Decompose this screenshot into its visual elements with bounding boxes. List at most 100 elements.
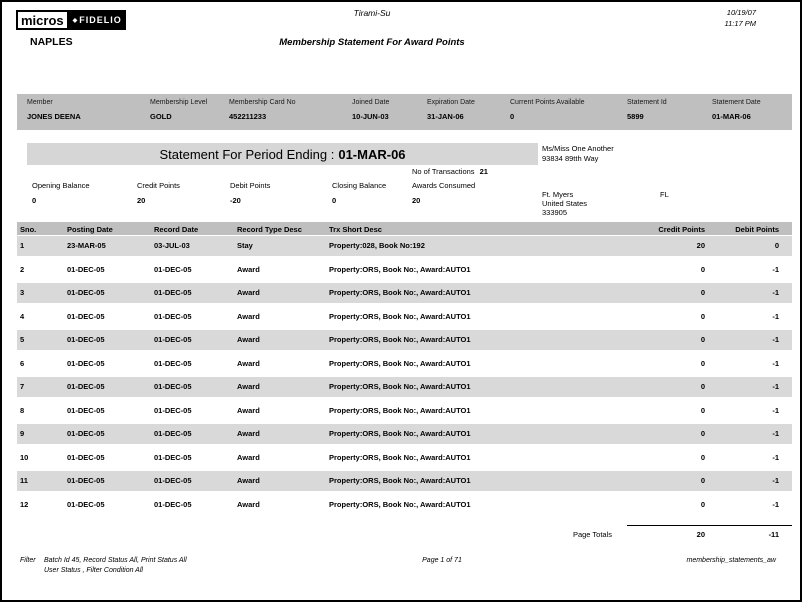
page-totals-debit: -11 — [768, 530, 779, 539]
cell-record-type: Award — [237, 382, 260, 391]
cell-record-date: 01-DEC-05 — [154, 382, 192, 391]
summary-item: Closing Balance 0 — [332, 181, 386, 205]
summary-label: Opening Balance — [32, 181, 90, 190]
property-location: NAPLES — [30, 36, 73, 48]
totals-rule — [627, 525, 792, 526]
column-header: Record Date — [154, 225, 199, 234]
member-field: Membership Level GOLD — [150, 94, 229, 130]
cell-record-date: 03-JUL-03 — [154, 241, 190, 250]
table-row: 10 01-DEC-05 01-DEC-05 Award Property:ORS, B… — [17, 448, 792, 468]
member-field: Statement Id 5899 — [627, 94, 712, 130]
page-number: Page 1 of 71 — [422, 557, 462, 564]
print-date: 10/19/07 — [726, 8, 756, 17]
member-field-label: Membership Level — [150, 99, 208, 106]
transactions-label: No of Transactions — [412, 167, 475, 176]
page-totals-credit: 20 — [696, 530, 705, 539]
member-field-label: Statement Date — [712, 99, 761, 106]
member-field: Current Points Available 0 — [510, 94, 627, 130]
micros-logo-text: micros — [16, 10, 69, 30]
cell-debit-points: -1 — [772, 335, 779, 344]
summary-item: Credit Points 20 — [137, 181, 180, 205]
address-state: FL — [660, 190, 669, 199]
member-info-band: Member JONES DEENA Membership Level GOLD Mem… — [17, 94, 792, 130]
table-header-row: Sno. Posting Date Record Date Record Type D… — [17, 222, 792, 235]
table-row: 1 23-MAR-05 03-JUL-03 Stay Property:028, Boo… — [17, 236, 792, 256]
cell-debit-points: -1 — [772, 288, 779, 297]
cell-debit-points: -1 — [772, 429, 779, 438]
summary-label: Credit Points — [137, 181, 180, 190]
cell-record-date: 01-DEC-05 — [154, 452, 192, 462]
cell-record-type: Award — [237, 264, 260, 274]
cell-credit-points: 0 — [700, 288, 705, 297]
cell-posting-date: 01-DEC-05 — [67, 499, 105, 509]
cell-trx-desc: Property:ORS, Book No:, Award:AUTO1 — [329, 335, 471, 344]
cell-credit-points: 0 — [700, 476, 705, 485]
cell-sno: 2 — [20, 264, 25, 274]
cell-trx-desc: Property:ORS, Book No:, Award:AUTO1 — [329, 311, 471, 321]
cell-posting-date: 01-DEC-05 — [67, 311, 105, 321]
member-field-value: 01-MAR-06 — [712, 112, 751, 121]
header-titles: Tirami-Su Membership Statement For Award… — [2, 8, 742, 48]
column-header: Trx Short Desc — [329, 225, 382, 234]
cell-record-date: 01-DEC-05 — [154, 405, 192, 415]
address-zip: 333905 — [542, 208, 568, 217]
column-header: Posting Date — [67, 225, 113, 234]
print-time: 11:17 PM — [724, 19, 756, 28]
cell-debit-points: -1 — [772, 499, 779, 509]
cell-trx-desc: Property:ORS, Book No:, Award:AUTO1 — [329, 358, 471, 368]
summary-label: Debit Points — [230, 181, 271, 190]
cell-debit-points: -1 — [772, 358, 779, 368]
address-street: 93834 89tth Way — [542, 153, 599, 163]
page-totals-label: Page Totals — [572, 530, 612, 539]
cell-record-type: Award — [237, 476, 260, 485]
member-field-label: Membership Card No — [229, 99, 296, 106]
report-file-name: membership_statements_aw — [686, 557, 777, 564]
cell-debit-points: -1 — [772, 476, 779, 485]
cell-record-type: Award — [237, 499, 260, 509]
cell-credit-points: 0 — [700, 452, 705, 462]
filter-line2: User Status , Filter Condition All — [44, 567, 143, 574]
cell-posting-date: 23-MAR-05 — [67, 241, 106, 250]
table-row: 6 01-DEC-05 01-DEC-05 Award Property:ORS, Bo… — [17, 354, 792, 374]
cell-trx-desc: Property:ORS, Book No:, Award:AUTO1 — [329, 264, 471, 274]
member-field-value: JONES DEENA — [27, 112, 81, 121]
summary-value: 20 — [412, 196, 421, 205]
cell-record-type: Award — [237, 405, 260, 415]
summary-item: Opening Balance 0 — [32, 181, 90, 205]
transactions-value: 21 — [479, 167, 488, 176]
cell-trx-desc: Property:ORS, Book No:, Award:AUTO1 — [329, 429, 471, 438]
cell-posting-date: 01-DEC-05 — [67, 335, 105, 344]
cell-posting-date: 01-DEC-05 — [67, 429, 105, 438]
summary-item: Debit Points -20 — [230, 181, 270, 205]
address-country: United States — [542, 199, 588, 208]
cell-trx-desc: Property:ORS, Book No:, Award:AUTO1 — [329, 499, 471, 509]
cell-debit-points: -1 — [772, 452, 779, 462]
cell-record-date: 01-DEC-05 — [154, 288, 192, 297]
cell-debit-points: -1 — [772, 264, 779, 274]
table-row: 3 01-DEC-05 01-DEC-05 Award Property:ORS, Bo… — [17, 283, 792, 303]
cell-debit-points: -1 — [772, 311, 779, 321]
cell-sno: 3 — [20, 288, 25, 297]
cell-record-date: 01-DEC-05 — [154, 264, 192, 274]
cell-record-date: 01-DEC-05 — [154, 429, 192, 438]
fidelio-logo-box: ◆ FIDELIO — [68, 10, 126, 30]
cell-record-date: 01-DEC-05 — [154, 311, 192, 321]
report-title: Membership Statement For Award Points — [279, 37, 465, 48]
cell-record-type: Award — [237, 335, 260, 344]
member-field-label: Current Points Available — [510, 99, 585, 106]
cell-sno: 1 — [20, 241, 25, 250]
cell-posting-date: 01-DEC-05 — [67, 288, 105, 297]
member-field: Statement Date 01-MAR-06 — [712, 94, 792, 130]
micros-fidelio-logo: micros ◆ FIDELIO — [16, 10, 126, 30]
cell-credit-points: 0 — [700, 429, 705, 438]
cell-posting-date: 01-DEC-05 — [67, 264, 105, 274]
cell-sno: 4 — [20, 311, 25, 321]
column-header: Credit Points — [658, 225, 705, 234]
member-field-value: 10-JUN-03 — [352, 112, 389, 121]
cell-sno: 11 — [20, 476, 28, 485]
member-field-label: Member — [27, 99, 53, 106]
cell-record-date: 01-DEC-05 — [154, 476, 192, 485]
cell-posting-date: 01-DEC-05 — [67, 358, 105, 368]
summary-value: 0 — [332, 196, 337, 205]
